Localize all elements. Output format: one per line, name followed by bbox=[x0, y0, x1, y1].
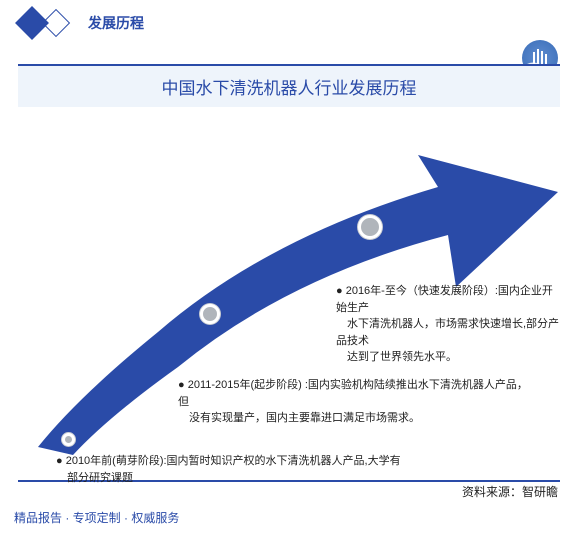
source-attribution: 资料来源：智研瞻 bbox=[462, 483, 558, 500]
milestone-line: 水下清洗机器人，市场需求快速增长,部分产品技术 bbox=[336, 316, 562, 349]
milestone-text: 部分研究课题 bbox=[67, 472, 133, 484]
milestone-line: 没有实现量产，国内主要靠进口满足市场需求。 bbox=[178, 410, 538, 427]
milestone-text: 2011-2015年(起步阶段) :国内实验机构陆续推出水下清洗机器人产品，但 bbox=[178, 379, 528, 408]
milestone-text: 没有实现量产，国内主要靠进口满足市场需求。 bbox=[189, 412, 420, 424]
chart-title-bar: 中国水下清洗机器人行业发展历程 bbox=[18, 66, 560, 107]
source-label: 资料来源： bbox=[462, 485, 522, 499]
milestone-line: 达到了世界领先水平。 bbox=[336, 349, 562, 366]
timeline-milestone: ● 2010年前(萌芽阶段):国内暂时知识产权的水下清洗机器人产品,大学有 部分… bbox=[56, 453, 416, 486]
milestone-text: 达到了世界领先水平。 bbox=[347, 351, 457, 363]
milestone-text: 2016年-至今（快速发展阶段）:国内企业开始生产 bbox=[336, 285, 553, 314]
chart-title: 中国水下清洗机器人行业发展历程 bbox=[162, 79, 417, 98]
milestone-line: ● 2016年-至今（快速发展阶段）:国内企业开始生产 bbox=[336, 283, 562, 316]
milestone-line: ● 2010年前(萌芽阶段):国内暂时知识产权的水下清洗机器人产品,大学有 bbox=[56, 453, 416, 470]
timeline-milestone: ● 2011-2015年(起步阶段) :国内实验机构陆续推出水下清洗机器人产品，… bbox=[178, 377, 538, 427]
timeline-dot bbox=[200, 304, 220, 324]
timeline-dot bbox=[358, 215, 382, 239]
timeline-dot bbox=[62, 433, 75, 446]
timeline-diagram: ● 2016年-至今（快速发展阶段）:国内企业开始生产 水下清洗机器人，市场需求… bbox=[18, 107, 560, 477]
chart-container: 中国水下清洗机器人行业发展历程 ● 2016年-至今（快速发展阶段）:国内企业开… bbox=[18, 64, 560, 482]
source-value: 智研瞻 bbox=[522, 485, 558, 499]
section-header: 发展历程 bbox=[0, 0, 578, 42]
milestone-text: 水下清洗机器人，市场需求快速增长,部分产品技术 bbox=[336, 318, 559, 347]
milestone-line: ● 2011-2015年(起步阶段) :国内实验机构陆续推出水下清洗机器人产品，… bbox=[178, 377, 538, 410]
milestone-line: 部分研究课题 bbox=[56, 470, 416, 487]
milestone-text: 2010年前(萌芽阶段):国内暂时知识产权的水下清洗机器人产品,大学有 bbox=[66, 455, 401, 467]
timeline-milestone: ● 2016年-至今（快速发展阶段）:国内企业开始生产 水下清洗机器人，市场需求… bbox=[336, 283, 562, 366]
bullet-icon: ● bbox=[56, 455, 66, 467]
section-title: 发展历程 bbox=[88, 13, 144, 33]
diamond-bullet-icon bbox=[14, 10, 74, 36]
footer-tagline: 精品报告 · 专项定制 · 权威服务 bbox=[14, 509, 179, 526]
bullet-icon: ● bbox=[178, 379, 188, 391]
bullet-icon: ● bbox=[336, 285, 346, 297]
